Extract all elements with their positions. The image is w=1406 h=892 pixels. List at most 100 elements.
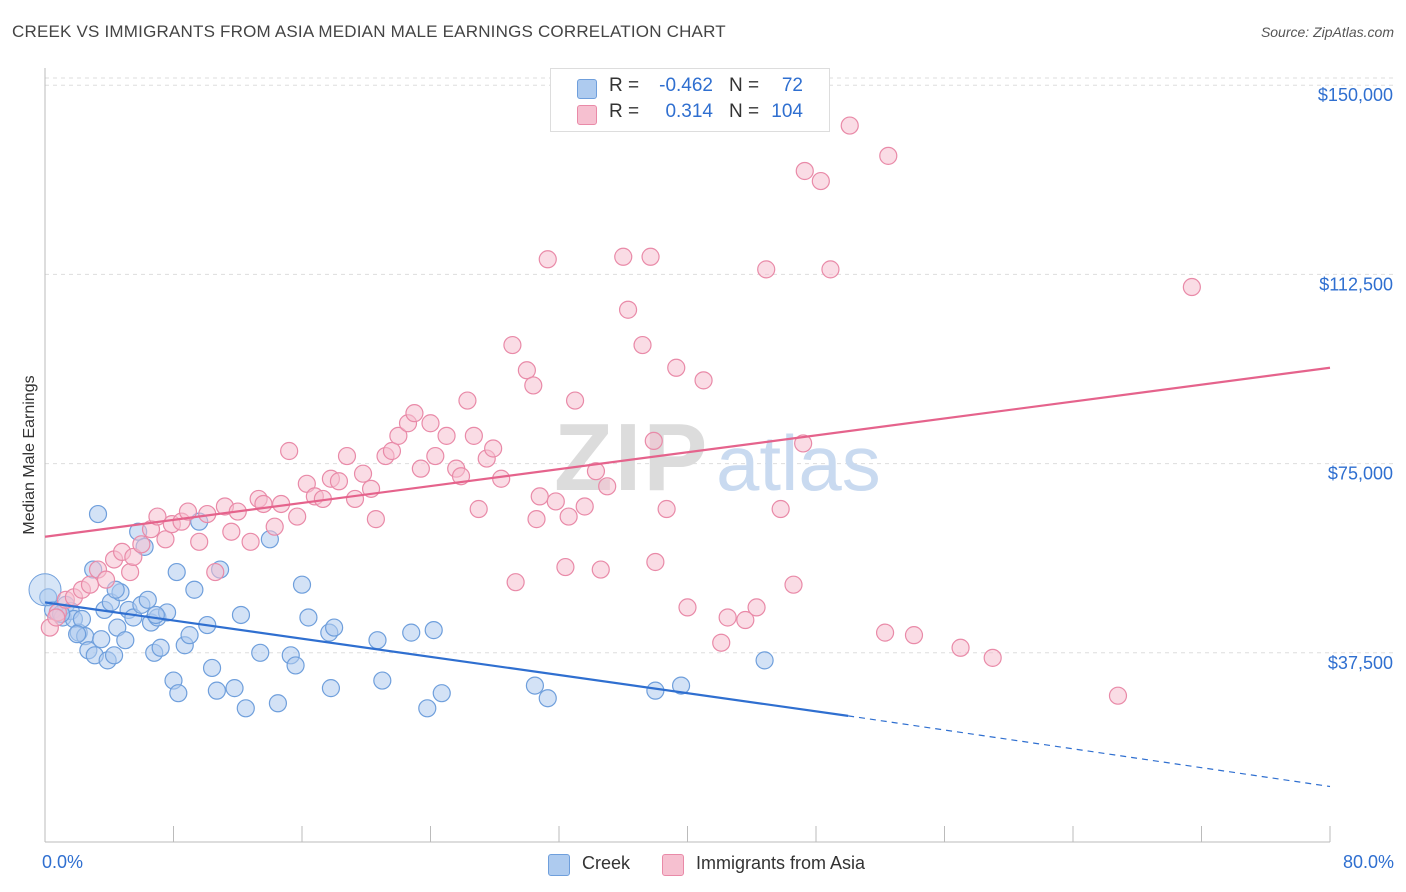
asia-point: [156, 530, 175, 549]
asia-point: [771, 499, 790, 519]
asia-point: [794, 434, 813, 453]
asia-point: [222, 522, 241, 541]
asia-point: [421, 414, 440, 433]
asia-point: [879, 146, 898, 165]
asia-point: [492, 469, 511, 488]
asia-point: [527, 510, 546, 529]
asia-point: [503, 335, 522, 355]
creek-point: [88, 504, 108, 524]
asia-point: [657, 499, 676, 519]
asia-r-value: 0.314: [665, 101, 713, 122]
creek-point-cluster: [28, 573, 62, 607]
asia-point: [458, 391, 477, 410]
asia-point: [265, 517, 284, 536]
asia-point: [329, 472, 349, 491]
asia-point: [484, 439, 503, 458]
x-axis-min-label: 0.0%: [42, 852, 84, 872]
asia-point: [575, 497, 594, 516]
creek-point: [180, 626, 199, 645]
asia-point: [464, 426, 483, 445]
creek-point: [373, 671, 392, 690]
asia-point: [530, 487, 549, 506]
asia-point: [633, 335, 652, 355]
asia-point: [712, 633, 731, 652]
creek-r-label: R =: [609, 75, 640, 96]
asia-point: [80, 575, 100, 594]
asia-point: [469, 499, 488, 519]
asia-point: [47, 608, 66, 627]
asia-legend-label: Immigrants from Asia: [696, 853, 866, 873]
creek-point: [225, 679, 244, 698]
creek-swatch: [577, 79, 597, 99]
asia-point: [598, 477, 617, 496]
asia-point: [132, 535, 151, 554]
creek-n-label: N =: [729, 75, 760, 96]
asia-point: [426, 446, 445, 466]
asia-point: [353, 464, 373, 483]
asia-point: [840, 116, 859, 135]
chart-title: CREEK VS IMMIGRANTS FROM ASIA MEDIAN MAL…: [12, 22, 726, 41]
asia-n-value: 104: [771, 101, 803, 122]
creek-point: [138, 590, 157, 609]
gridlines: [45, 77, 1395, 654]
asia-point: [366, 510, 385, 529]
y-tick-label: $112,500: [1319, 274, 1393, 294]
creek-n-value: 72: [781, 75, 803, 96]
asia-point: [506, 573, 525, 592]
asia-point: [757, 260, 776, 279]
creek-point: [525, 676, 545, 695]
asia-point: [951, 638, 970, 657]
watermark-atlas: atlas: [716, 419, 881, 507]
asia-point: [389, 426, 408, 445]
asia-point: [875, 623, 895, 642]
creek-trend-line: [44, 601, 849, 717]
creek-point: [185, 580, 204, 599]
asia-point: [618, 300, 638, 319]
asia-point: [718, 608, 737, 627]
creek-point: [671, 676, 691, 695]
creek-point: [325, 618, 344, 637]
creek-point: [424, 621, 443, 640]
asia-point: [121, 562, 140, 582]
asia-point: [241, 532, 260, 551]
x-axis-max-label: 80.0%: [1342, 852, 1394, 872]
asia-point: [382, 441, 402, 461]
creek-point: [167, 562, 186, 582]
asia-legend-swatch: [662, 854, 684, 876]
asia-point: [736, 610, 755, 630]
y-tick-label: $37,500: [1328, 653, 1393, 673]
asia-point: [904, 626, 924, 645]
asia-point: [614, 247, 633, 266]
creek-point: [68, 625, 87, 644]
creek-point: [236, 699, 255, 718]
creek-point: [368, 631, 387, 650]
asia-point: [190, 532, 209, 551]
creek-point: [299, 608, 318, 627]
creek-legend-label: Creek: [582, 853, 631, 873]
creek-point: [72, 609, 92, 629]
asia-point: [524, 376, 543, 395]
asia-trend-line: [44, 366, 1331, 538]
watermark: ZIP atlas: [554, 404, 881, 511]
creek-point: [231, 605, 251, 625]
creek-point: [755, 651, 774, 670]
y-tick-label: $150,000: [1318, 85, 1393, 105]
asia-point: [206, 562, 225, 582]
axes: [44, 68, 1331, 843]
asia-point: [983, 648, 1002, 667]
creek-point: [432, 684, 451, 703]
asia-point: [784, 575, 803, 594]
asia-r-label: R =: [609, 101, 640, 122]
asia-series: [40, 116, 1201, 705]
creek-point: [151, 638, 170, 657]
asia-point: [411, 459, 430, 478]
asia-point: [591, 560, 610, 579]
asia-point: [556, 557, 575, 577]
creek-point: [104, 646, 124, 665]
creek-point: [538, 689, 557, 708]
creek-point: [268, 694, 288, 713]
y-tick-label: $75,000: [1328, 464, 1393, 484]
asia-point: [559, 507, 578, 526]
asia-point: [678, 598, 697, 617]
